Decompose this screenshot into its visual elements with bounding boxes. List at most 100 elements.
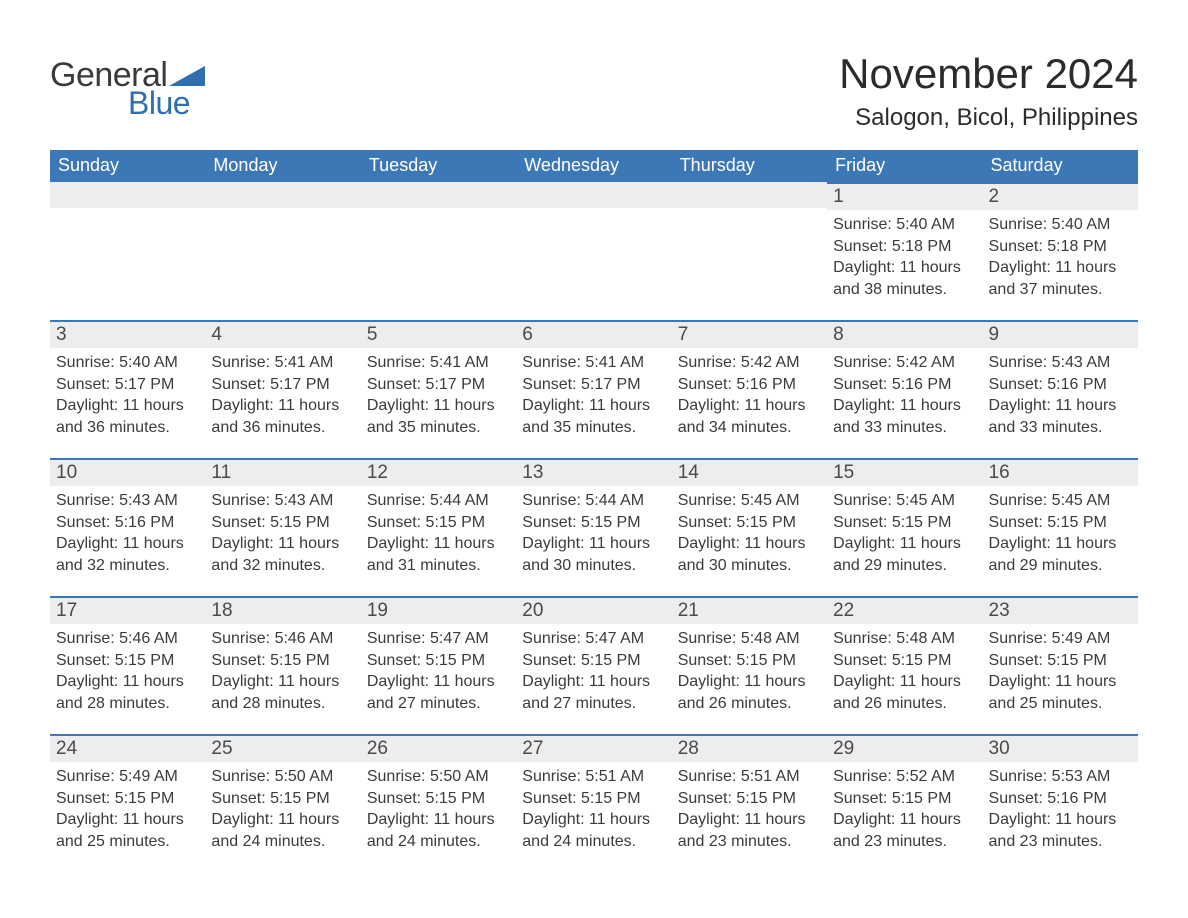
day-number: 10 — [50, 460, 205, 486]
daylight-line: Daylight: 11 hours and 33 minutes. — [989, 395, 1132, 438]
day-number-row: 27 — [516, 734, 671, 762]
day-number-row: 17 — [50, 596, 205, 624]
day-header-sunday: Sunday — [50, 150, 205, 182]
day-number-row: 19 — [361, 596, 516, 624]
calendar-cell: 6Sunrise: 5:41 AMSunset: 5:17 PMDaylight… — [516, 320, 671, 458]
empty-day-strip — [50, 182, 205, 208]
day-content: Sunrise: 5:51 AMSunset: 5:15 PMDaylight:… — [672, 762, 827, 860]
calendar-cell: 3Sunrise: 5:40 AMSunset: 5:17 PMDaylight… — [50, 320, 205, 458]
calendar-week-row: 1Sunrise: 5:40 AMSunset: 5:18 PMDaylight… — [50, 182, 1138, 320]
calendar-cell — [516, 182, 671, 320]
sunrise-line: Sunrise: 5:47 AM — [367, 628, 510, 650]
sunset-line: Sunset: 5:15 PM — [56, 788, 199, 810]
sunset-line: Sunset: 5:17 PM — [211, 374, 354, 396]
sunrise-line: Sunrise: 5:44 AM — [522, 490, 665, 512]
sunset-line: Sunset: 5:15 PM — [833, 650, 976, 672]
calendar-cell: 4Sunrise: 5:41 AMSunset: 5:17 PMDaylight… — [205, 320, 360, 458]
sunrise-line: Sunrise: 5:48 AM — [678, 628, 821, 650]
daylight-line: Daylight: 11 hours and 32 minutes. — [56, 533, 199, 576]
sunrise-line: Sunrise: 5:41 AM — [522, 352, 665, 374]
sunrise-line: Sunrise: 5:50 AM — [211, 766, 354, 788]
sunrise-line: Sunrise: 5:41 AM — [211, 352, 354, 374]
sunset-line: Sunset: 5:18 PM — [833, 236, 976, 258]
title-block: November 2024 Salogon, Bicol, Philippine… — [839, 50, 1138, 132]
sunrise-line: Sunrise: 5:43 AM — [56, 490, 199, 512]
day-number: 5 — [361, 322, 516, 348]
sunset-line: Sunset: 5:17 PM — [522, 374, 665, 396]
day-number: 26 — [361, 736, 516, 762]
sunrise-line: Sunrise: 5:40 AM — [833, 214, 976, 236]
empty-day-strip — [361, 182, 516, 208]
daylight-line: Daylight: 11 hours and 36 minutes. — [211, 395, 354, 438]
daylight-line: Daylight: 11 hours and 24 minutes. — [211, 809, 354, 852]
sunset-line: Sunset: 5:16 PM — [989, 374, 1132, 396]
calendar-cell — [205, 182, 360, 320]
day-number: 29 — [827, 736, 982, 762]
daylight-line: Daylight: 11 hours and 33 minutes. — [833, 395, 976, 438]
daylight-line: Daylight: 11 hours and 23 minutes. — [678, 809, 821, 852]
sunset-line: Sunset: 5:15 PM — [833, 788, 976, 810]
day-header-wednesday: Wednesday — [516, 150, 671, 182]
day-number-row: 22 — [827, 596, 982, 624]
page-header: General Blue November 2024 Salogon, Bico… — [50, 50, 1138, 132]
day-number-row: 13 — [516, 458, 671, 486]
sunset-line: Sunset: 5:15 PM — [367, 650, 510, 672]
day-number-row: 26 — [361, 734, 516, 762]
calendar-cell: 8Sunrise: 5:42 AMSunset: 5:16 PMDaylight… — [827, 320, 982, 458]
daylight-line: Daylight: 11 hours and 24 minutes. — [522, 809, 665, 852]
day-content: Sunrise: 5:42 AMSunset: 5:16 PMDaylight:… — [827, 348, 982, 446]
day-header-friday: Friday — [827, 150, 982, 182]
day-number: 11 — [205, 460, 360, 486]
calendar-cell: 11Sunrise: 5:43 AMSunset: 5:15 PMDayligh… — [205, 458, 360, 596]
sunset-line: Sunset: 5:15 PM — [678, 650, 821, 672]
day-content: Sunrise: 5:53 AMSunset: 5:16 PMDaylight:… — [983, 762, 1138, 860]
day-content: Sunrise: 5:52 AMSunset: 5:15 PMDaylight:… — [827, 762, 982, 860]
calendar-header-row: Sunday Monday Tuesday Wednesday Thursday… — [50, 150, 1138, 182]
day-number-row: 28 — [672, 734, 827, 762]
empty-day-strip — [672, 182, 827, 208]
day-number-row: 18 — [205, 596, 360, 624]
calendar-cell: 10Sunrise: 5:43 AMSunset: 5:16 PMDayligh… — [50, 458, 205, 596]
day-number-row: 7 — [672, 320, 827, 348]
calendar-cell: 15Sunrise: 5:45 AMSunset: 5:15 PMDayligh… — [827, 458, 982, 596]
sunrise-line: Sunrise: 5:49 AM — [56, 766, 199, 788]
day-content: Sunrise: 5:49 AMSunset: 5:15 PMDaylight:… — [983, 624, 1138, 722]
sunset-line: Sunset: 5:16 PM — [833, 374, 976, 396]
calendar-cell — [672, 182, 827, 320]
sunrise-line: Sunrise: 5:45 AM — [833, 490, 976, 512]
sunset-line: Sunset: 5:15 PM — [989, 512, 1132, 534]
sunrise-line: Sunrise: 5:50 AM — [367, 766, 510, 788]
calendar-cell: 9Sunrise: 5:43 AMSunset: 5:16 PMDaylight… — [983, 320, 1138, 458]
calendar-cell: 1Sunrise: 5:40 AMSunset: 5:18 PMDaylight… — [827, 182, 982, 320]
day-number-row: 2 — [983, 182, 1138, 210]
sunrise-line: Sunrise: 5:40 AM — [989, 214, 1132, 236]
daylight-line: Daylight: 11 hours and 35 minutes. — [367, 395, 510, 438]
sunset-line: Sunset: 5:16 PM — [678, 374, 821, 396]
daylight-line: Daylight: 11 hours and 36 minutes. — [56, 395, 199, 438]
day-number: 6 — [516, 322, 671, 348]
day-number-row: 8 — [827, 320, 982, 348]
calendar-body: 1Sunrise: 5:40 AMSunset: 5:18 PMDaylight… — [50, 182, 1138, 872]
day-content: Sunrise: 5:43 AMSunset: 5:16 PMDaylight:… — [983, 348, 1138, 446]
sunset-line: Sunset: 5:15 PM — [367, 512, 510, 534]
sunrise-line: Sunrise: 5:45 AM — [678, 490, 821, 512]
daylight-line: Daylight: 11 hours and 25 minutes. — [56, 809, 199, 852]
day-content: Sunrise: 5:45 AMSunset: 5:15 PMDaylight:… — [827, 486, 982, 584]
day-number: 13 — [516, 460, 671, 486]
day-content: Sunrise: 5:43 AMSunset: 5:16 PMDaylight:… — [50, 486, 205, 584]
daylight-line: Daylight: 11 hours and 25 minutes. — [989, 671, 1132, 714]
day-number-row: 29 — [827, 734, 982, 762]
calendar-week-row: 24Sunrise: 5:49 AMSunset: 5:15 PMDayligh… — [50, 734, 1138, 872]
day-number-row: 4 — [205, 320, 360, 348]
day-content: Sunrise: 5:41 AMSunset: 5:17 PMDaylight:… — [205, 348, 360, 446]
sunrise-line: Sunrise: 5:46 AM — [211, 628, 354, 650]
day-content: Sunrise: 5:51 AMSunset: 5:15 PMDaylight:… — [516, 762, 671, 860]
day-content: Sunrise: 5:43 AMSunset: 5:15 PMDaylight:… — [205, 486, 360, 584]
daylight-line: Daylight: 11 hours and 24 minutes. — [367, 809, 510, 852]
sunset-line: Sunset: 5:18 PM — [989, 236, 1132, 258]
sunset-line: Sunset: 5:15 PM — [522, 512, 665, 534]
calendar-cell: 16Sunrise: 5:45 AMSunset: 5:15 PMDayligh… — [983, 458, 1138, 596]
day-content: Sunrise: 5:40 AMSunset: 5:18 PMDaylight:… — [983, 210, 1138, 308]
day-header-saturday: Saturday — [983, 150, 1138, 182]
day-header-tuesday: Tuesday — [361, 150, 516, 182]
